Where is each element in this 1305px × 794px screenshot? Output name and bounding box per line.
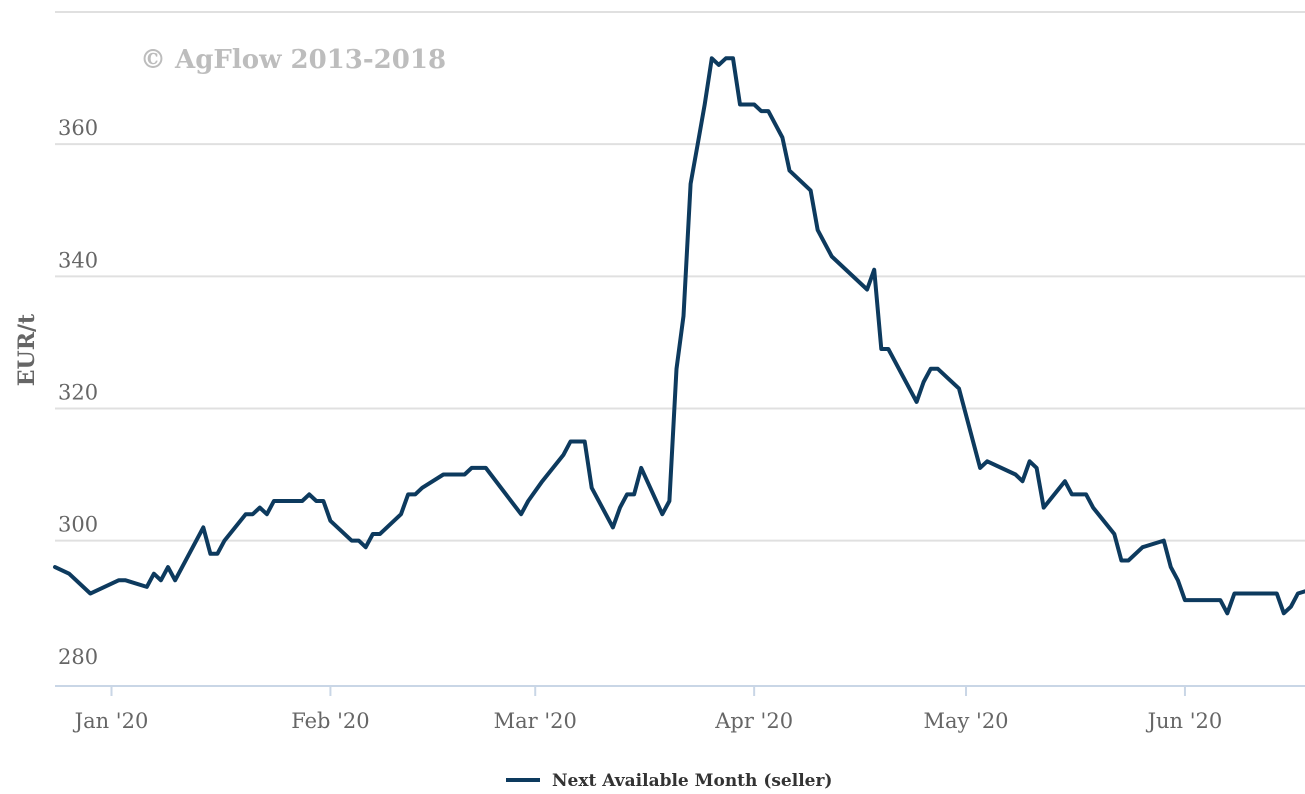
y-tick-label: 320 [58, 380, 98, 404]
y-tick-label: 340 [58, 248, 98, 272]
series-group [53, 56, 1305, 616]
x-axis-labels: Jan '20 Feb '20 Mar '20 Apr '20 May '20 Jun '… [73, 709, 1223, 733]
y-tick-label: 280 [58, 645, 98, 669]
y-tick-label: 360 [58, 116, 98, 140]
y-tick-label: 300 [58, 513, 98, 537]
x-tick-label: Feb '20 [291, 709, 369, 733]
grid-lines [55, 11, 1305, 542]
x-tick-label: Jun '20 [1146, 709, 1223, 733]
x-tick-label: Mar '20 [494, 709, 577, 733]
x-tick-label: May '20 [923, 709, 1008, 733]
y-axis-title: EUR/t [14, 313, 40, 386]
watermark-text: © AgFlow 2013-2018 [140, 45, 446, 75]
x-tick-label: Apr '20 [714, 709, 793, 733]
y-axis-labels: 280 300 320 340 360 [58, 116, 98, 669]
x-tick-label: Jan '20 [73, 709, 149, 733]
series-line[interactable] [53, 56, 1305, 616]
legend-label: Next Available Month (seller) [552, 771, 832, 791]
legend[interactable]: Next Available Month (seller) [506, 771, 832, 791]
x-axis [55, 685, 1305, 696]
